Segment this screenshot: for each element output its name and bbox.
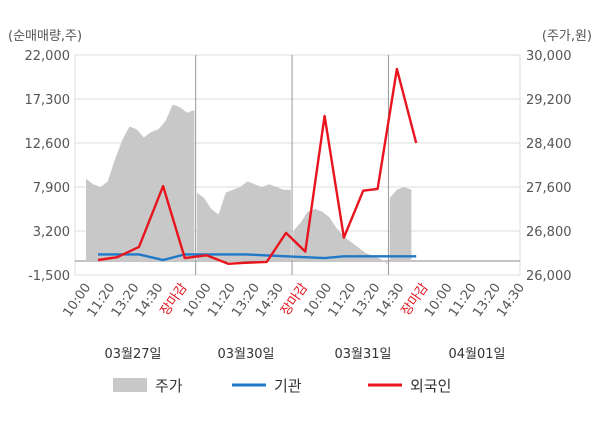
foreign-line [97,67,418,265]
right-tick-label: 29,200 [526,93,572,108]
left-tick-label: 17,300 [25,93,71,108]
price-area [293,209,388,264]
legend-label: 외국인 [410,377,451,395]
legend-label: 기관 [274,377,302,395]
right-tick-label: 26,000 [526,269,572,284]
price-area [389,187,412,261]
legend-swatch-price [113,378,147,392]
right-axis-unit-label: (주가,원) [542,29,592,44]
right-tick-label: 28,400 [526,137,572,152]
price-area [86,104,195,261]
legend: 주가 기관 외국인 [113,377,451,395]
date-label: 03월30일 [217,347,274,362]
left-tick-label: 22,000 [25,49,71,64]
right-tick-label: 26,800 [526,225,572,240]
line-series [97,67,418,265]
left-axis-unit-label: (순매매량,주) [8,29,82,44]
legend-label: 주가 [155,377,183,395]
right-tick-label: 30,000 [526,49,572,64]
date-label: 04월01일 [448,347,505,362]
left-tick-label: 12,600 [25,137,71,152]
institution-line [98,253,417,262]
date-label: 03월27일 [104,347,161,362]
right-tick-label: 27,600 [526,181,572,196]
grid [74,54,521,276]
date-label: 03월31일 [334,347,391,362]
left-tick-label: -1,500 [28,269,70,284]
price-area-series [86,104,412,264]
left-tick-label: 3,200 [33,225,70,240]
price-area [196,181,291,261]
left-tick-label: 7,900 [33,181,70,196]
